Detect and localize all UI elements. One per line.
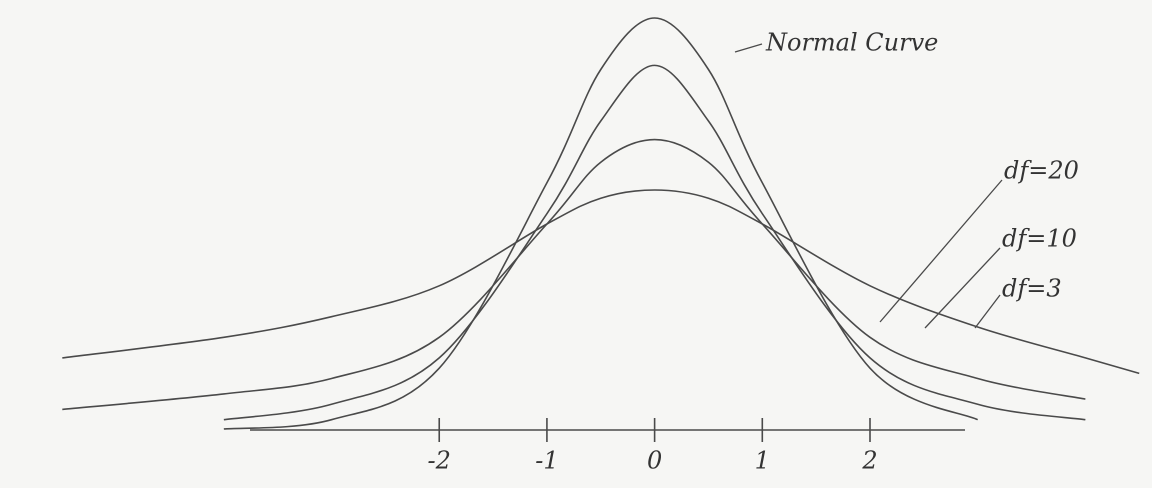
x-tick-label: -1 bbox=[535, 447, 558, 475]
curve bbox=[62, 138, 1086, 411]
x-tick-label: -2 bbox=[428, 447, 451, 475]
curve bbox=[223, 64, 1086, 421]
series-label: df=3 bbox=[1002, 275, 1062, 303]
series-label: Normal Curve bbox=[765, 29, 938, 57]
x-tick-label: 2 bbox=[861, 447, 877, 475]
x-tick-label: 0 bbox=[647, 447, 662, 475]
leader-line bbox=[924, 247, 1001, 329]
leader-line bbox=[734, 43, 763, 53]
leader-line bbox=[974, 294, 1001, 329]
x-tick-label: 1 bbox=[755, 447, 770, 475]
series-label: df=20 bbox=[1004, 157, 1079, 185]
curve bbox=[223, 17, 979, 430]
series-label: df=10 bbox=[1002, 225, 1077, 253]
curve bbox=[62, 189, 1140, 375]
leader-line bbox=[879, 179, 1003, 323]
